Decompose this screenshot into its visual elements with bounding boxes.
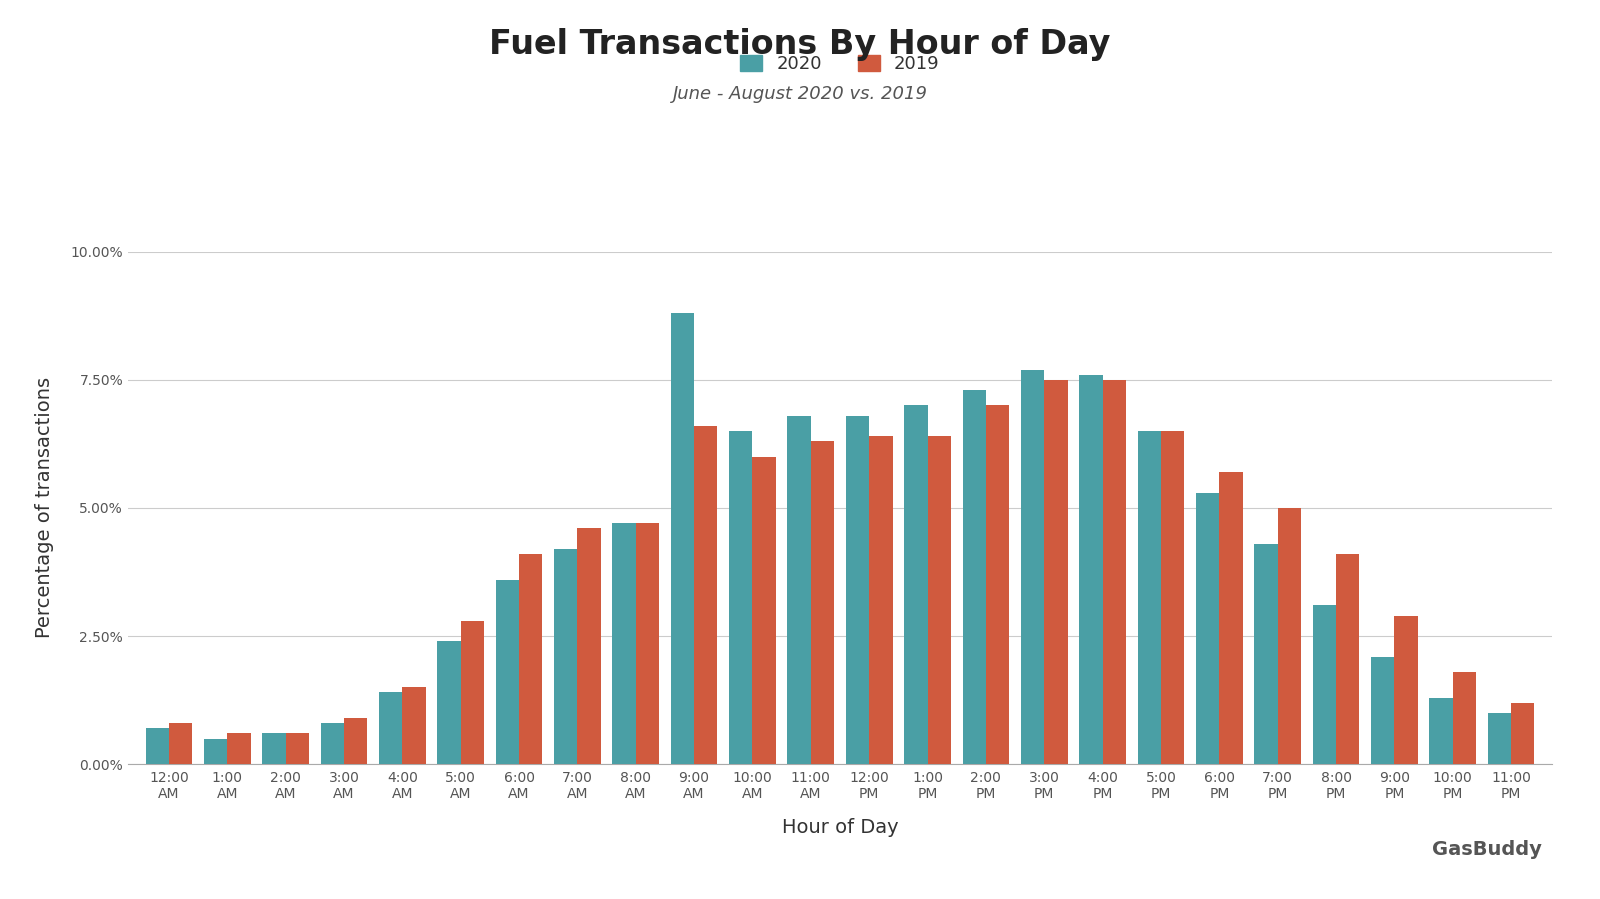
Bar bbox=[730, 432, 752, 764]
Bar bbox=[1254, 544, 1278, 764]
Bar bbox=[904, 405, 928, 764]
Bar bbox=[320, 723, 344, 764]
Bar bbox=[227, 734, 251, 764]
Bar bbox=[1395, 616, 1418, 764]
Bar bbox=[1197, 493, 1219, 764]
Bar bbox=[578, 529, 600, 764]
Bar bbox=[1510, 703, 1534, 764]
Bar bbox=[554, 549, 578, 764]
Bar bbox=[846, 415, 869, 764]
Bar bbox=[285, 734, 309, 764]
Bar bbox=[1021, 369, 1045, 764]
Bar bbox=[752, 457, 776, 764]
Bar bbox=[1138, 432, 1162, 764]
Bar bbox=[1429, 698, 1453, 764]
Bar bbox=[670, 313, 694, 764]
Bar bbox=[963, 390, 986, 764]
Legend: 2020, 2019: 2020, 2019 bbox=[731, 46, 949, 82]
Bar bbox=[1488, 713, 1510, 764]
Text: June - August 2020 vs. 2019: June - August 2020 vs. 2019 bbox=[672, 85, 928, 103]
Text: GasBuddy: GasBuddy bbox=[1432, 840, 1542, 859]
Bar bbox=[1278, 508, 1301, 764]
Bar bbox=[1312, 605, 1336, 764]
Bar bbox=[869, 436, 893, 764]
Bar bbox=[344, 718, 368, 764]
Bar bbox=[1371, 656, 1395, 764]
Bar bbox=[518, 554, 542, 764]
Bar bbox=[928, 436, 950, 764]
Bar bbox=[402, 687, 426, 764]
Bar bbox=[787, 415, 811, 764]
Bar bbox=[437, 641, 461, 764]
Bar bbox=[1102, 380, 1126, 764]
Bar bbox=[1453, 672, 1477, 764]
Text: Fuel Transactions By Hour of Day: Fuel Transactions By Hour of Day bbox=[490, 29, 1110, 61]
Bar bbox=[1219, 472, 1243, 764]
Bar bbox=[1080, 375, 1102, 764]
Bar bbox=[170, 723, 192, 764]
Bar bbox=[379, 692, 402, 764]
Bar bbox=[146, 728, 170, 764]
Bar bbox=[986, 405, 1010, 764]
Bar bbox=[1045, 380, 1067, 764]
Bar bbox=[496, 580, 518, 764]
Y-axis label: Percentage of transactions: Percentage of transactions bbox=[35, 378, 54, 638]
Bar bbox=[262, 734, 285, 764]
Bar bbox=[203, 739, 227, 764]
Bar bbox=[1162, 432, 1184, 764]
X-axis label: Hour of Day: Hour of Day bbox=[782, 818, 898, 837]
Bar bbox=[461, 620, 485, 764]
Bar bbox=[635, 523, 659, 764]
Bar bbox=[694, 426, 717, 764]
Bar bbox=[811, 441, 834, 764]
Bar bbox=[613, 523, 635, 764]
Bar bbox=[1336, 554, 1360, 764]
